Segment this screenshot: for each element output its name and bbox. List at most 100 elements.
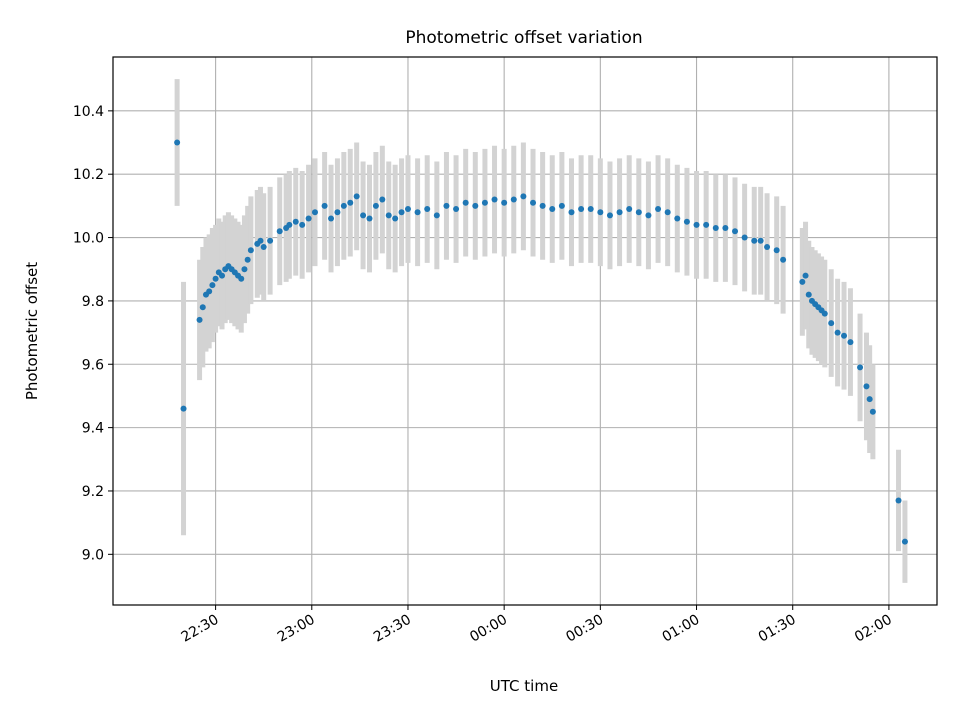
data-point (206, 288, 213, 295)
data-point (244, 256, 251, 263)
data-point (510, 196, 517, 203)
data-point (683, 218, 690, 225)
y-axis-ticks: 9.0 9.2 9.4 9.6 9.8 10.0 10.2 10.4 (73, 104, 113, 563)
data-point (481, 199, 488, 206)
data-point (180, 405, 187, 412)
data-point (722, 225, 729, 232)
data-point (857, 364, 864, 371)
data-point (732, 228, 739, 235)
data-point (780, 256, 787, 263)
data-point (305, 215, 312, 222)
data-point (587, 206, 594, 213)
data-point (558, 202, 565, 209)
data-point (267, 237, 274, 244)
data-point (392, 215, 399, 222)
data-point (866, 396, 873, 403)
y-tick-label: 9.4 (82, 421, 104, 437)
data-point (174, 139, 181, 146)
y-tick-label: 10.2 (73, 167, 104, 183)
data-point (462, 199, 469, 206)
y-tick-label: 9.6 (82, 357, 104, 373)
data-point (196, 316, 203, 323)
data-point (299, 221, 306, 228)
data-point (501, 199, 508, 206)
data-point (292, 218, 299, 225)
data-point (635, 209, 642, 216)
data-point (895, 497, 902, 504)
chart-title: Photometric offset variation (405, 28, 642, 48)
data-point (472, 202, 479, 209)
data-point (597, 209, 604, 216)
data-point (347, 199, 354, 206)
data-point (578, 206, 585, 213)
data-point (212, 275, 219, 282)
data-point (847, 339, 854, 346)
data-point (757, 237, 764, 244)
data-point (751, 237, 758, 244)
data-point (520, 193, 527, 200)
data-point (199, 304, 206, 311)
data-point (433, 212, 440, 219)
data-point (453, 206, 460, 213)
data-point (491, 196, 498, 203)
data-point (311, 209, 318, 216)
data-point (773, 247, 780, 254)
data-point (828, 320, 835, 327)
data-point (616, 209, 623, 216)
data-point (869, 408, 876, 415)
data-point (443, 202, 450, 209)
data-point (404, 206, 411, 213)
data-point (257, 237, 264, 244)
data-point (286, 221, 293, 228)
data-point (530, 199, 537, 206)
data-point (414, 209, 421, 216)
data-point (321, 202, 328, 209)
data-point (260, 244, 267, 251)
plot-frame (112, 56, 938, 606)
data-point (799, 278, 806, 285)
data-point (741, 234, 748, 241)
data-point (366, 215, 373, 222)
data-points (174, 139, 908, 545)
data-point (241, 266, 248, 273)
data-point (379, 196, 386, 203)
x-axis-label: UTC time (490, 677, 558, 695)
data-point (247, 247, 254, 254)
data-point (703, 221, 710, 228)
data-point (664, 209, 671, 216)
y-tick-label: 9.8 (82, 294, 104, 310)
data-point (209, 282, 216, 289)
data-point (841, 332, 848, 339)
data-point (549, 206, 556, 213)
data-point (372, 202, 379, 209)
data-point (360, 212, 367, 219)
data-point (219, 272, 226, 279)
data-point (805, 291, 812, 298)
y-tick-label: 10.0 (73, 231, 104, 247)
data-point (276, 228, 283, 235)
data-point (398, 209, 405, 216)
data-point (693, 221, 700, 228)
data-point (424, 206, 431, 213)
y-tick-label: 10.4 (73, 104, 104, 120)
data-point (655, 206, 662, 213)
data-point (834, 329, 841, 336)
data-point (764, 244, 771, 251)
data-point (568, 209, 575, 216)
data-point (626, 206, 633, 213)
data-point (606, 212, 613, 219)
data-point (802, 272, 809, 279)
y-axis-label: Photometric offset (23, 262, 41, 400)
data-point (901, 538, 908, 545)
data-point (645, 212, 652, 219)
y-tick-label: 9.0 (82, 547, 104, 563)
data-point (334, 209, 341, 216)
data-point (539, 202, 546, 209)
data-point (385, 212, 392, 219)
data-point (340, 202, 347, 209)
data-point (353, 193, 360, 200)
data-point (238, 275, 245, 282)
data-point (863, 383, 870, 390)
